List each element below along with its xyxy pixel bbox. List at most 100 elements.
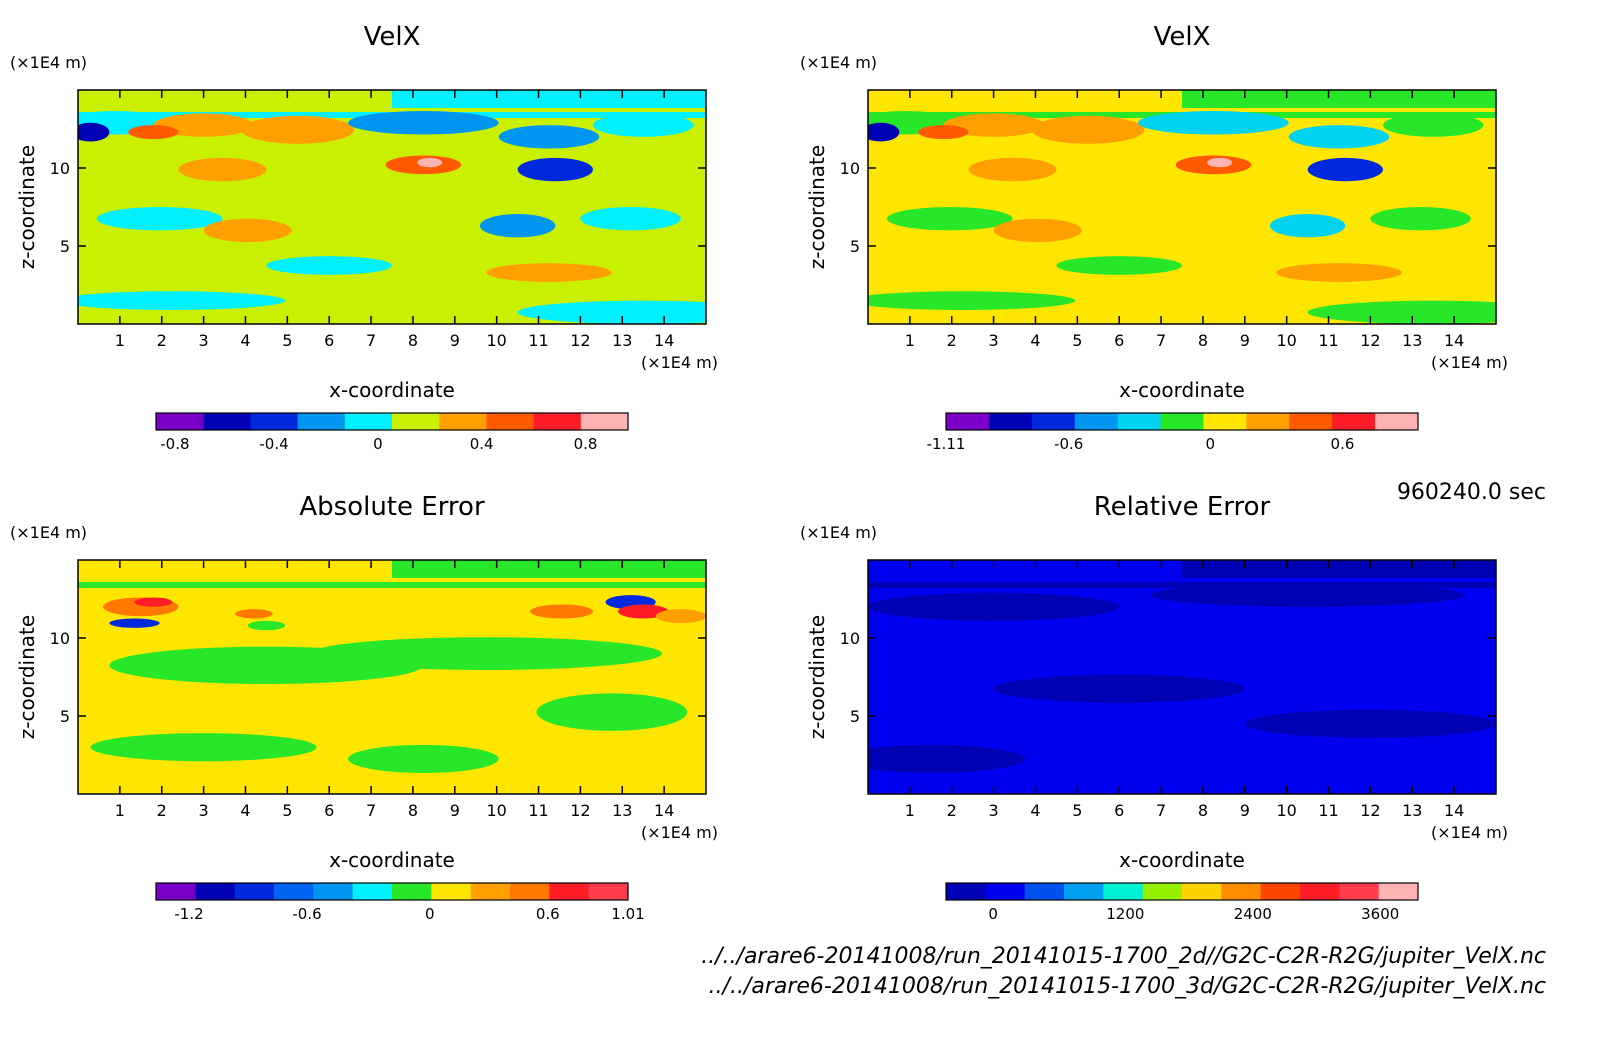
colorbar-tick-label: 0.6 [536,905,560,923]
colorbar-swatch [1074,413,1119,430]
x-tick-label: 14 [654,801,674,820]
colorbar-tick-label: -0.6 [1054,435,1083,453]
x-tick-label: 6 [324,801,334,820]
colorbar-tick-label: 0 [373,435,383,453]
field-contour [1307,157,1383,182]
x-tick-label: 13 [612,801,632,820]
x-axis-unit: (×1E4 m) [1431,823,1508,842]
plot-frame [77,89,707,325]
y-axis-unit: (×1E4 m) [800,53,877,72]
colorbar-swatch [250,413,299,430]
x-tick-label: 7 [366,331,376,350]
x-tick-label: 11 [528,801,548,820]
field-contour [96,207,223,231]
colorbar-swatch [1260,883,1301,900]
colorbar-swatch [1246,413,1290,430]
field-contour [886,207,1013,231]
y-tick-label: 10 [50,629,70,648]
colorbar-swatch [533,413,582,430]
panel-bottom-right: Relative Error (×1E4 m) 1 2 3 4 5 6 7 8 9 10 11 12 13 1… [790,470,1580,950]
field-contour [655,609,706,624]
field-contour [592,113,694,137]
colorbar-frame [155,882,629,901]
colorbar-tick-label: 0 [425,905,435,923]
x-tick-label: 2 [947,331,957,350]
x-tick-label: 11 [1318,331,1338,350]
x-tick-label: 12 [1360,331,1380,350]
colorbar-swatch [1160,413,1204,430]
chart-absolute-error: Absolute Error(×1E4 m)1 2 3 4 5 6 7 8 9 10 11 12 13 1… [10,492,718,923]
field-band [78,582,706,588]
field-band [1182,560,1496,578]
field-contour [498,125,600,149]
field-contour [134,597,173,607]
colorbar-swatch [1182,883,1222,900]
x-tick-label: 4 [240,331,250,350]
field-contour [235,609,273,619]
x-tick-label: 9 [450,331,460,350]
field-contour [868,744,1025,773]
x-tick-label: 10 [486,331,506,350]
x-tick-label: 6 [1114,331,1124,350]
x-axis-label: x-coordinate [1119,378,1245,402]
x-tick-label: 8 [1198,801,1208,820]
colorbar-tick-label: 2400 [1234,905,1272,923]
contour-field [868,90,1496,324]
x-axis-label: x-coordinate [1119,848,1245,872]
colorbar-swatch [1203,413,1247,430]
panel-top-left: VelX (×1E4 m) 1 2 3 4 5 6 7 8 9 10 11 12 13 14 5 10 (×1E4 … [0,0,790,480]
field-contour [348,111,499,135]
x-tick-label: 1 [905,801,915,820]
panel-bottom-left: Absolute Error (×1E4 m) 1 2 3 4 5 6 7 8 9 10 11 12 13 1… [0,470,790,950]
colorbar-swatch [470,883,511,900]
field-contour [868,291,1076,310]
y-axis-unit: (×1E4 m) [10,523,87,542]
x-tick-label: 8 [1198,331,1208,350]
field-contour [968,157,1057,182]
field-contour [517,300,706,324]
field-band [392,560,706,578]
colorbar-swatch [274,883,314,900]
colorbar-tick-label: 1.01 [611,905,644,923]
colorbar-tick-label: 0.8 [574,435,598,453]
x-tick-label: 6 [324,331,334,350]
field-contour [868,122,900,142]
x-tick-label: 2 [947,801,957,820]
x-tick-label: 11 [528,331,548,350]
field-contour [1138,111,1289,135]
field-contour [479,214,556,238]
contour-field [78,560,706,794]
x-tick-label: 1 [905,331,915,350]
field-contour [78,122,110,142]
x-tick-label: 13 [612,331,632,350]
plot-frame [867,89,1497,325]
y-axis-label: z-coordinate [15,145,39,269]
colorbar-swatch [1289,413,1333,430]
colorbar-frame [945,882,1419,901]
colorbar-swatch [1024,883,1065,900]
x-tick-label: 4 [1030,331,1040,350]
file-path-3d: ../../arare6-20141008/run_20141015-1700_… [708,974,1546,999]
x-axis-unit: (×1E4 m) [641,823,718,842]
colorbar-swatch [1103,883,1144,900]
chart-title: Absolute Error [299,492,485,522]
field-contour [310,637,663,670]
x-tick-label: 10 [1276,801,1296,820]
colorbar-swatch [156,413,204,430]
colorbar-swatch [352,883,393,900]
x-tick-label: 14 [1444,801,1464,820]
field-contour [1207,157,1233,168]
x-tick-label: 2 [157,801,167,820]
colorbar-swatch [156,883,196,900]
x-tick-label: 5 [1072,331,1082,350]
panel-top-right: VelX (×1E4 m) 1 2 3 4 5 6 7 8 9 10 11 12 13 14 5 10 (×1E4 … [790,0,1580,480]
colorbar-tick-label: -0.6 [292,905,321,923]
chart-velx-3d: VelX(×1E4 m)1 2 3 4 5 6 7 8 9 10 11 12 13 14510(×1E4 … [800,22,1508,453]
x-tick-label: 4 [240,801,250,820]
colorbar-swatch [486,413,535,430]
field-contour [918,125,969,140]
colorbar-swatch [195,883,236,900]
x-tick-label: 1 [115,801,125,820]
field-band [392,90,706,108]
colorbar-frame [945,412,1419,431]
